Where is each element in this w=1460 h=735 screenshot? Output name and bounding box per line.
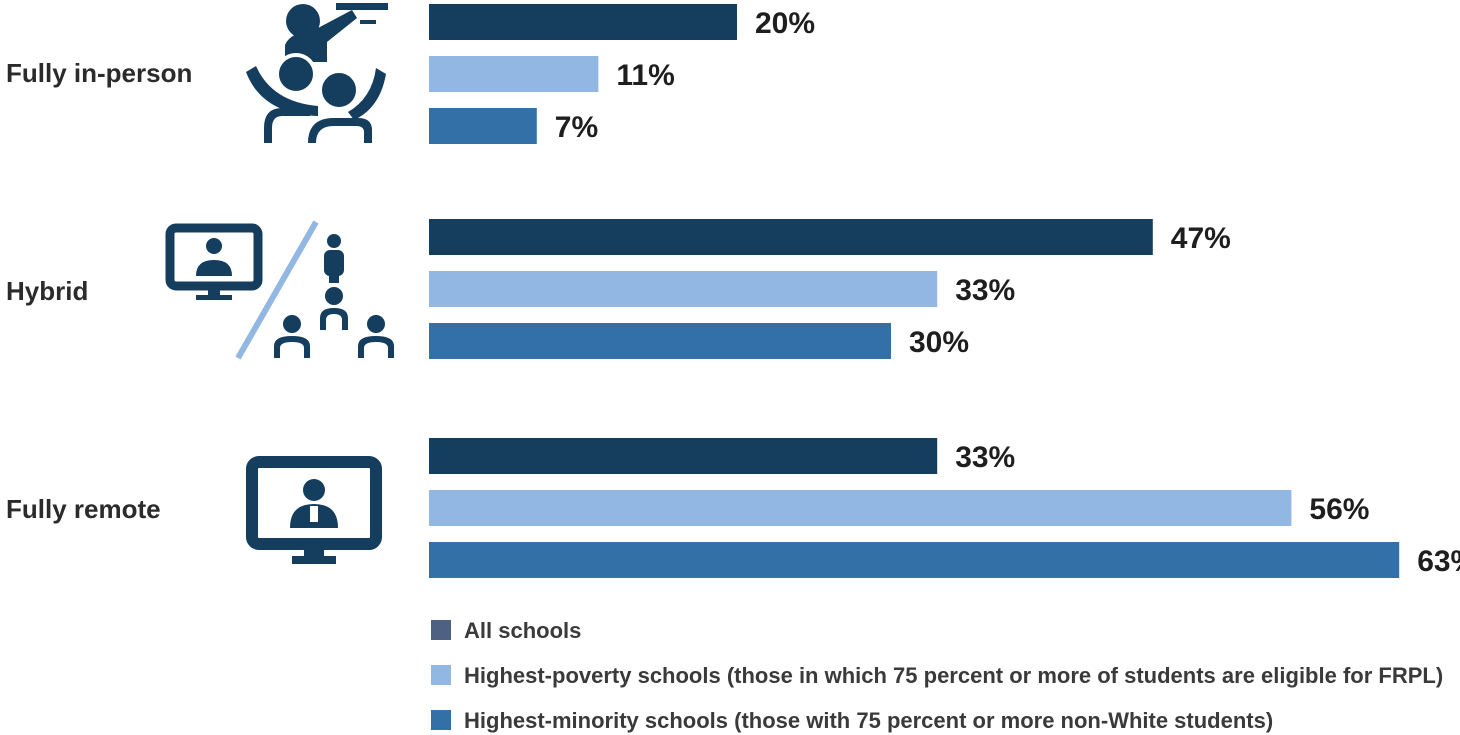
bar-hybrid-series-2	[429, 323, 891, 359]
value-label-hybrid-series-2: 30%	[909, 326, 969, 359]
remote-video-screen-icon	[246, 456, 382, 564]
value-label-hybrid-series-0: 47%	[1171, 222, 1231, 255]
bar-fully-in-person-series-0	[429, 4, 737, 40]
bar-fully-remote-series-1	[429, 490, 1292, 526]
value-label-fully-remote-series-2: 63%	[1417, 545, 1460, 578]
legend-label-all-schools: All schools	[464, 618, 581, 643]
bar-hybrid-series-0	[429, 219, 1153, 255]
bars-group	[429, 4, 1400, 578]
value-labels-group: 20% 11% 7% 47% 33% 30% 33% 56% 63%	[555, 7, 1460, 578]
value-label-fully-remote-series-0: 33%	[955, 441, 1015, 474]
bar-fully-in-person-series-2	[429, 108, 537, 144]
bar-fully-remote-series-2	[429, 542, 1400, 578]
legend-label-highest-poverty: Highest-poverty schools (those in which …	[464, 663, 1443, 688]
classroom-teacher-students-icon	[246, 3, 388, 143]
legend-swatch-highest-minority	[431, 710, 451, 730]
legend-label-highest-minority: Highest-minority schools (those with 75 …	[464, 708, 1273, 733]
value-label-fully-in-person-series-2: 7%	[555, 111, 598, 144]
legend-swatch-all-schools	[431, 620, 451, 640]
category-label-fully-remote: Fully remote	[6, 494, 161, 524]
hybrid-screen-and-classroom-icon	[165, 220, 394, 360]
category-label-fully-in-person: Fully in-person	[6, 58, 192, 88]
value-label-fully-in-person-series-0: 20%	[755, 7, 815, 40]
bar-fully-in-person-series-1	[429, 56, 599, 92]
bar-hybrid-series-1	[429, 271, 938, 307]
legend: All schools Highest-poverty schools (tho…	[431, 618, 1443, 733]
legend-swatch-highest-poverty	[431, 665, 451, 685]
bar-fully-remote-series-0	[429, 438, 938, 474]
value-label-fully-in-person-series-1: 11%	[616, 59, 674, 92]
category-label-hybrid: Hybrid	[6, 276, 88, 306]
value-label-fully-remote-series-1: 56%	[1309, 493, 1369, 526]
value-label-hybrid-series-1: 33%	[955, 274, 1015, 307]
